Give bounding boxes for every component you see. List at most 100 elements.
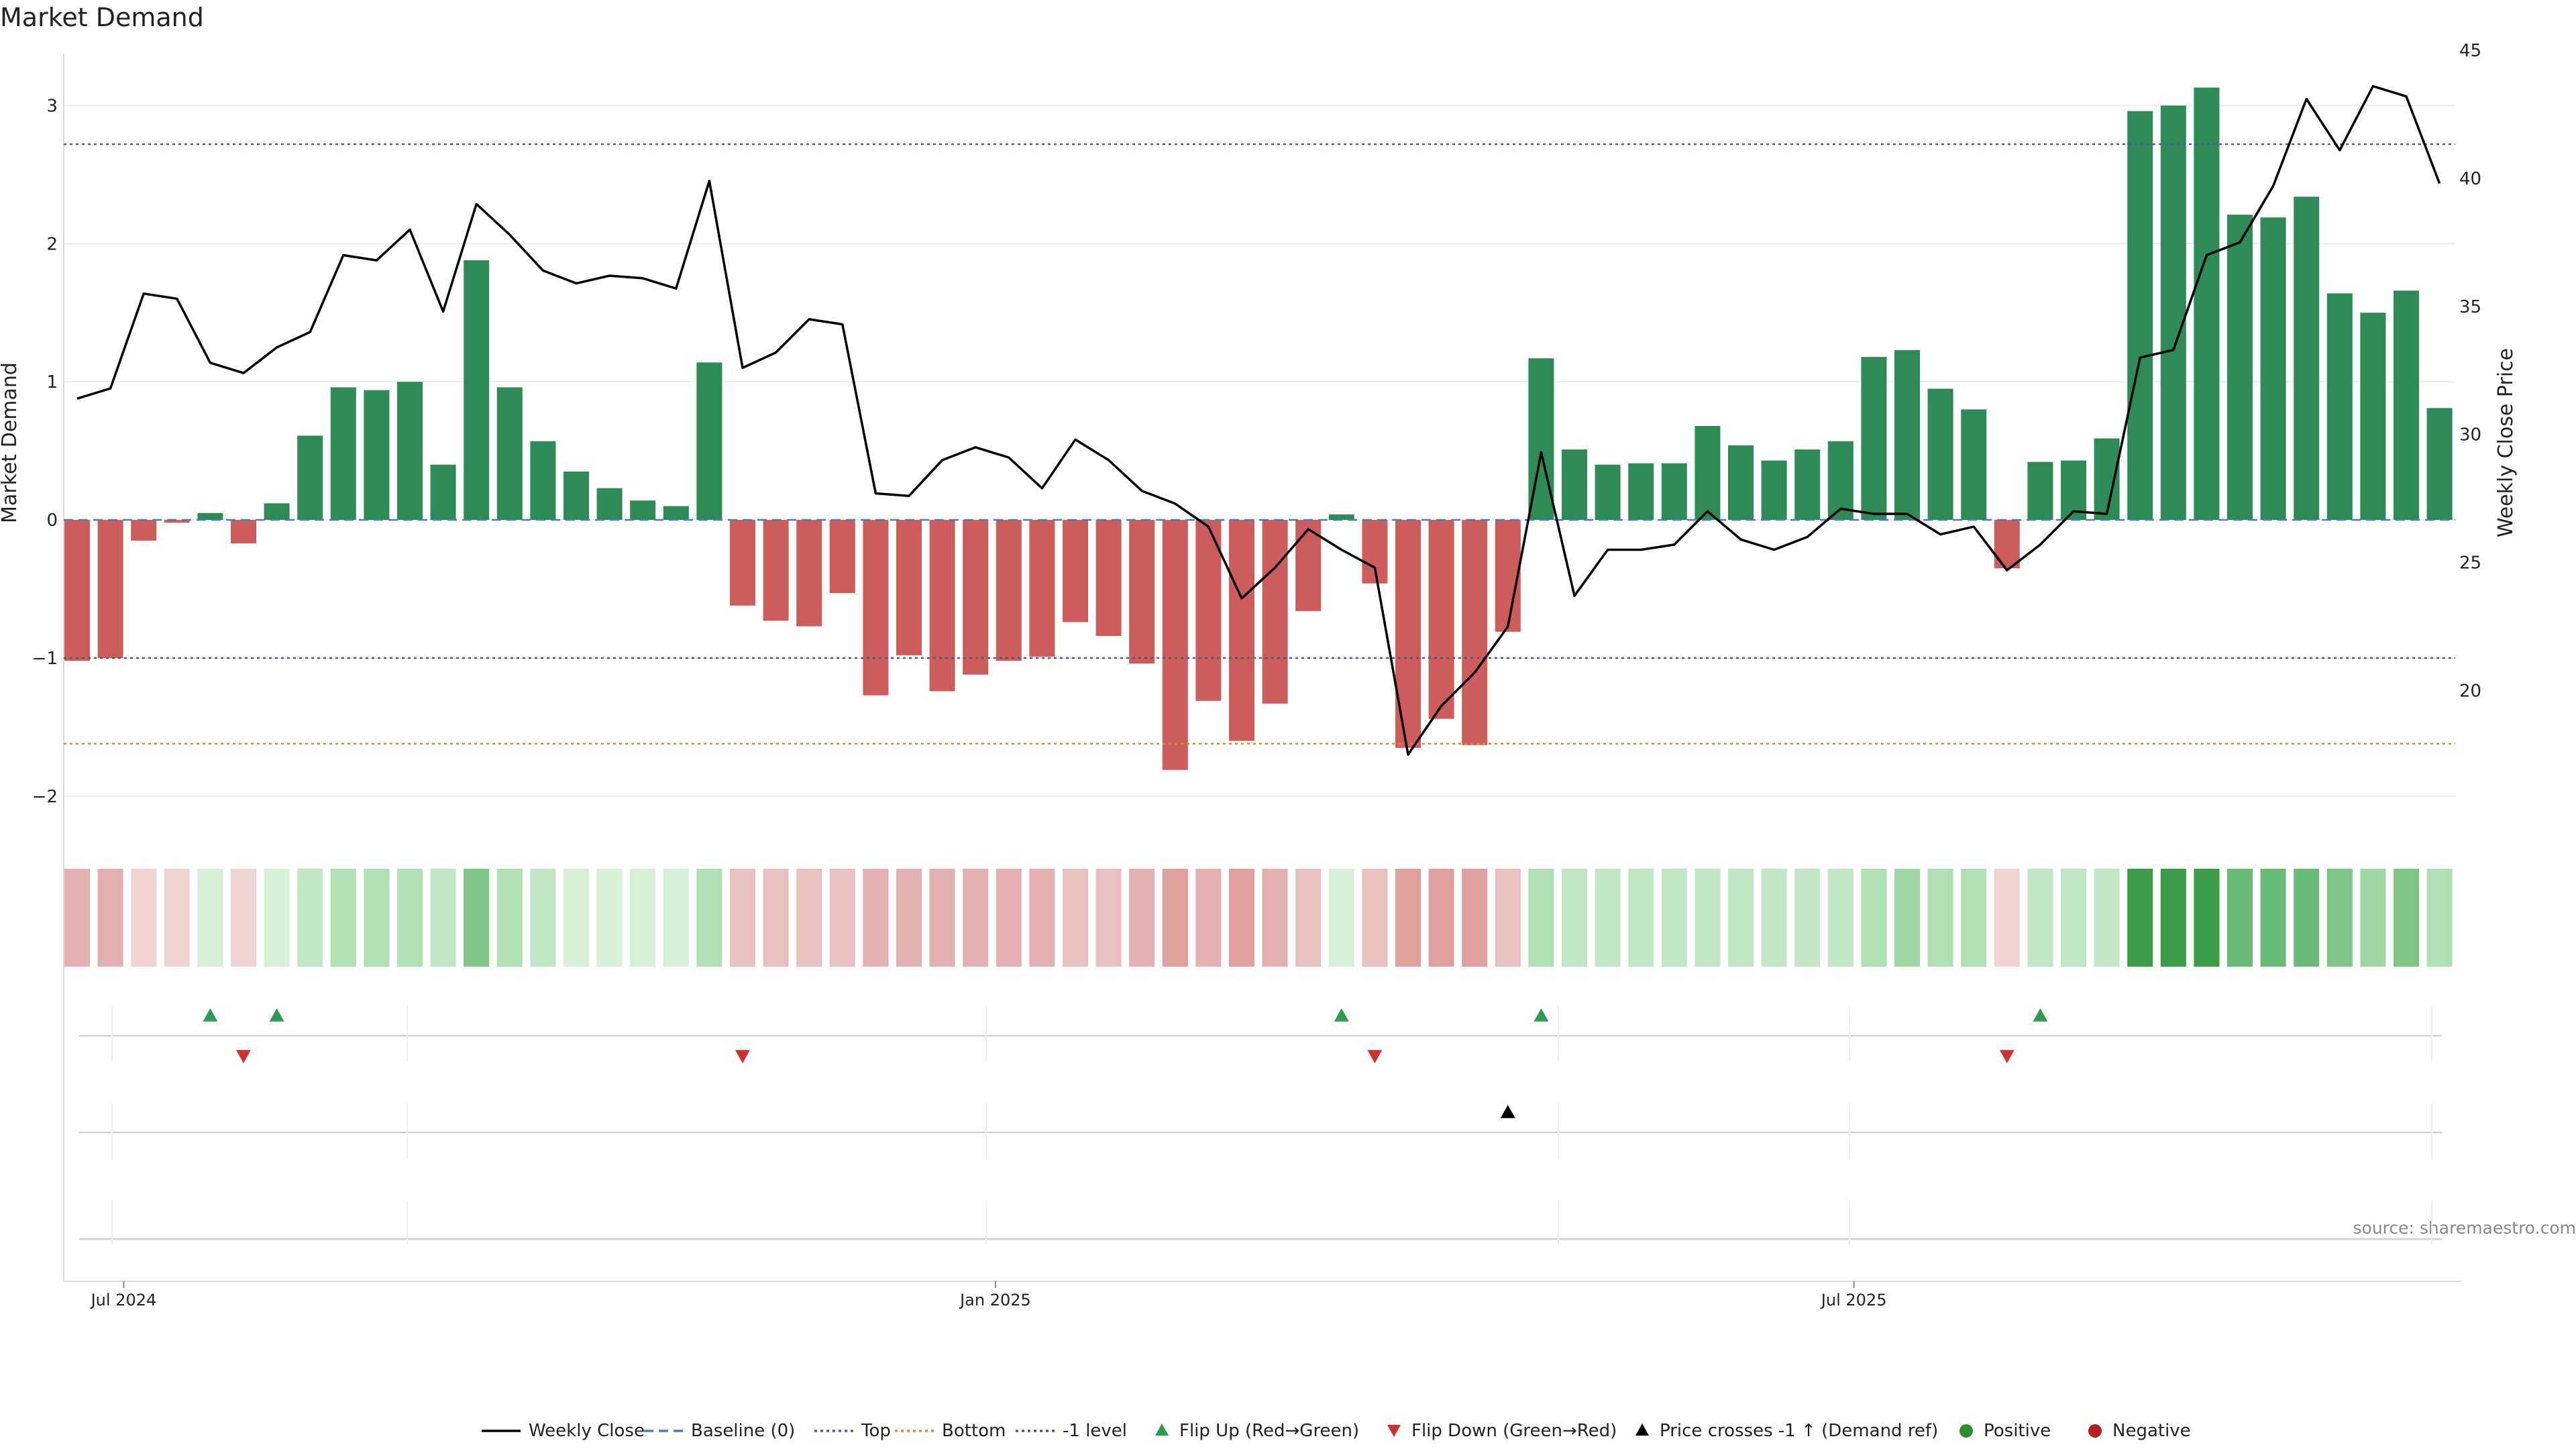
heat-strip-cell xyxy=(630,869,656,967)
demand-bar xyxy=(1894,350,1920,521)
demand-bar xyxy=(2260,217,2286,521)
demand-bar xyxy=(164,520,190,523)
demand-bar xyxy=(397,382,423,521)
demand-bar xyxy=(1695,426,1721,521)
heat-strip-cell xyxy=(763,869,789,967)
demand-bar xyxy=(264,503,290,521)
demand-bar xyxy=(2027,462,2053,521)
demand-bar xyxy=(1195,520,1222,701)
demand-bar xyxy=(1095,520,1122,636)
demand-bar xyxy=(630,500,656,521)
heat-strip-cell xyxy=(1761,869,1787,967)
demand-bar xyxy=(131,520,157,541)
demand-bar xyxy=(1063,520,1088,623)
demand-bar xyxy=(2326,293,2353,521)
demand-bar xyxy=(1961,409,1987,521)
y-tick-label: 0 xyxy=(46,511,58,531)
legend-swatch xyxy=(2088,1424,2102,1438)
legend-label: Price crosses -1 ↑ (Demand ref) xyxy=(1660,1421,1938,1441)
heat-strip-cell xyxy=(1129,869,1155,967)
flip-up-marker xyxy=(269,1008,284,1022)
demand-bar xyxy=(2061,460,2086,521)
heat-strip-cell xyxy=(863,869,889,967)
heat-strip-cell xyxy=(929,869,955,967)
x-tick-label: Jul 2025 xyxy=(1820,1291,1887,1309)
heat-strip-cell xyxy=(663,869,689,967)
demand-bar xyxy=(1994,520,2020,569)
demand-bar xyxy=(1328,514,1354,521)
heat-strip-cell xyxy=(397,869,423,967)
heat-strip-cell xyxy=(1029,869,1055,967)
heat-strip-cell xyxy=(1295,869,1322,967)
heat-strip-cell xyxy=(829,869,855,967)
y-tick-label: 2 xyxy=(46,234,58,254)
demand-bar xyxy=(464,260,490,521)
heat-strip-cell xyxy=(2127,869,2153,967)
y-axis-label: Market Demand xyxy=(0,362,21,523)
legend-label: Negative xyxy=(2112,1421,2191,1441)
heat-strip-cell xyxy=(1063,869,1088,967)
heat-strip-cell xyxy=(1095,869,1122,967)
heat-strip-cell xyxy=(1661,869,1687,967)
y2-tick-label: 30 xyxy=(2459,425,2481,445)
demand-bar xyxy=(896,520,922,655)
demand-bar xyxy=(696,362,722,521)
demand-bar xyxy=(730,520,755,606)
heat-strip-cell xyxy=(2227,869,2253,967)
flip-up-marker xyxy=(2033,1008,2048,1022)
heat-strip-cell xyxy=(1562,869,1587,967)
heat-strip-cell xyxy=(1695,869,1721,967)
demand-bar xyxy=(929,520,955,692)
demand-bar xyxy=(763,520,789,621)
heat-strip-cell xyxy=(1462,869,1488,967)
heat-strip-cell xyxy=(1528,869,1554,967)
heat-strip-cell xyxy=(1927,869,1953,967)
heat-strip-cell xyxy=(2260,869,2286,967)
demand-bar xyxy=(97,520,123,658)
flip-up-marker xyxy=(1334,1008,1349,1022)
heat-strip-cell xyxy=(2061,869,2086,967)
demand-bar xyxy=(1628,463,1654,521)
heat-strip-cell xyxy=(2360,869,2386,967)
heat-strip-cell xyxy=(1395,869,1421,967)
heat-strip-cell xyxy=(1827,869,1854,967)
y-tick-label: −1 xyxy=(32,649,58,669)
heat-strip-cell xyxy=(297,869,323,967)
heat-strip-cell xyxy=(131,869,157,967)
heat-strip-cell xyxy=(1894,869,1920,967)
heat-strip-cell xyxy=(1328,869,1354,967)
demand-bar xyxy=(2227,215,2253,521)
demand-bar xyxy=(231,520,256,544)
flip-down-marker xyxy=(735,1050,750,1063)
y-tick-label: 3 xyxy=(46,96,58,116)
demand-bar xyxy=(1827,441,1854,521)
demand-bar xyxy=(64,520,90,661)
heat-strip-cell xyxy=(1994,869,2020,967)
heat-strip-cell xyxy=(1861,869,1887,967)
flip-down-marker xyxy=(236,1050,251,1063)
heat-strip-cell xyxy=(996,869,1022,967)
demand-bar xyxy=(1728,445,1754,521)
demand-bar xyxy=(197,513,223,521)
demand-bar xyxy=(1428,520,1454,719)
demand-bar xyxy=(1162,520,1188,770)
heat-strip-cell xyxy=(564,869,589,967)
demand-bar xyxy=(1395,520,1421,748)
demand-bar xyxy=(1761,460,1787,521)
heat-strip-cell xyxy=(1595,869,1621,967)
demand-bar xyxy=(1661,463,1687,521)
price-cross-marker xyxy=(1500,1105,1515,1118)
heat-strip-cell xyxy=(1262,869,1288,967)
x-tick-label: Jan 2025 xyxy=(959,1291,1031,1309)
heat-strip-cell xyxy=(2394,869,2419,967)
demand-bar xyxy=(2094,438,2120,521)
demand-bar xyxy=(2160,105,2186,521)
y2-tick-label: 45 xyxy=(2459,41,2481,61)
demand-bar xyxy=(1129,520,1155,664)
heat-strip-cell xyxy=(1162,869,1188,967)
heat-strip-cell xyxy=(730,869,755,967)
y-tick-label: −2 xyxy=(32,787,58,807)
heat-strip-cell xyxy=(330,869,356,967)
legend-label: Flip Down (Green→Red) xyxy=(1411,1421,1617,1441)
